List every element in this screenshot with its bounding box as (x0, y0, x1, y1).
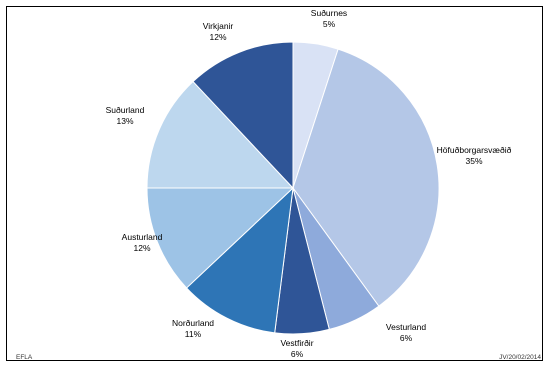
pie-slice (146, 80, 295, 189)
slice-percent: 12% (209, 32, 226, 42)
footer-left: EFLA (16, 354, 33, 361)
pie-slice (292, 48, 440, 307)
slice-percent: 6% (291, 349, 304, 359)
slice-percent: 35% (465, 156, 482, 166)
slice-label: Virkjanir (203, 21, 234, 31)
footer-right: JV/20/02/2014 (499, 354, 541, 361)
slice-label: Vestfirðir (280, 338, 313, 348)
pie-slice (146, 187, 295, 289)
slice-percent: 5% (323, 19, 336, 29)
slice-percent: 11% (185, 329, 202, 339)
slice-percent: 6% (400, 333, 413, 343)
slice-label: Suðurland (106, 105, 145, 115)
slice-label: Austurland (122, 232, 163, 242)
slice-percent: 13% (116, 116, 133, 126)
pie-slice (192, 41, 294, 190)
pie-slices (146, 41, 440, 335)
pie-slice (185, 186, 294, 334)
slice-label: Vesturland (386, 322, 426, 332)
slice-label: Suðurnes (311, 8, 347, 18)
slice-label: Norðurland (172, 318, 214, 328)
slice-percent: 12% (133, 243, 150, 253)
slice-label: Höfuðborgarsvæðið (437, 145, 512, 155)
